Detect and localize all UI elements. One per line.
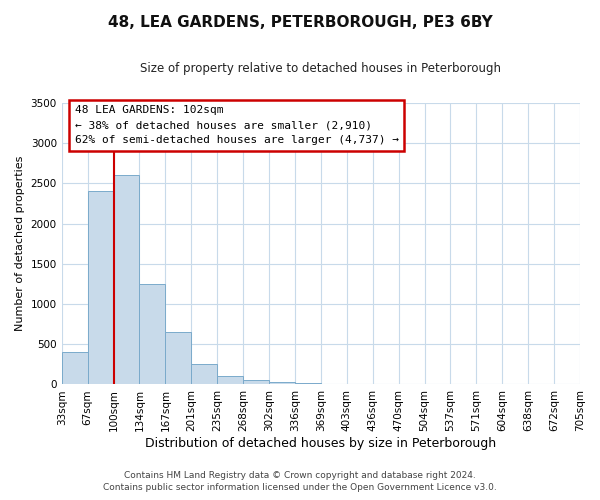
Bar: [88, 192, 113, 384]
Bar: [269, 382, 295, 384]
Bar: [166, 332, 191, 384]
Bar: [113, 176, 139, 384]
Title: Size of property relative to detached houses in Peterborough: Size of property relative to detached ho…: [140, 62, 502, 76]
Bar: [243, 380, 269, 384]
Bar: [217, 376, 243, 384]
Text: 48 LEA GARDENS: 102sqm
← 38% of detached houses are smaller (2,910)
62% of semi-: 48 LEA GARDENS: 102sqm ← 38% of detached…: [74, 106, 398, 145]
Bar: [295, 383, 321, 384]
X-axis label: Distribution of detached houses by size in Peterborough: Distribution of detached houses by size …: [145, 437, 496, 450]
Bar: [62, 352, 88, 384]
Y-axis label: Number of detached properties: Number of detached properties: [15, 156, 25, 332]
Text: Contains HM Land Registry data © Crown copyright and database right 2024.
Contai: Contains HM Land Registry data © Crown c…: [103, 471, 497, 492]
Bar: [191, 364, 217, 384]
Text: 48, LEA GARDENS, PETERBOROUGH, PE3 6BY: 48, LEA GARDENS, PETERBOROUGH, PE3 6BY: [107, 15, 493, 30]
Bar: [139, 284, 166, 384]
